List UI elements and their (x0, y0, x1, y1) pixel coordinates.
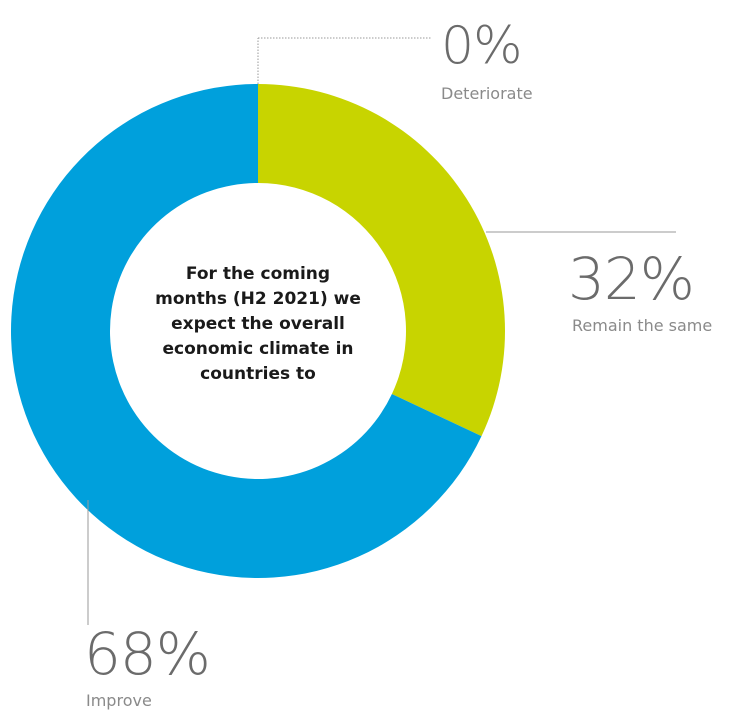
slice-label-deteriorate: Deteriorate (441, 84, 533, 103)
slice-value-deteriorate: 0% (441, 16, 522, 76)
slice-value-remain-the-same: 32% (568, 245, 695, 313)
slice-label-remain-the-same: Remain the same (572, 316, 713, 335)
slice-improve (11, 84, 482, 579)
chart-center-text: For the coming months (H2 2021) we expec… (155, 264, 361, 384)
slice-label-improve: Improve (86, 691, 152, 710)
slice-value-improve: 68% (84, 620, 211, 688)
slice-remain-the-same (258, 84, 505, 437)
